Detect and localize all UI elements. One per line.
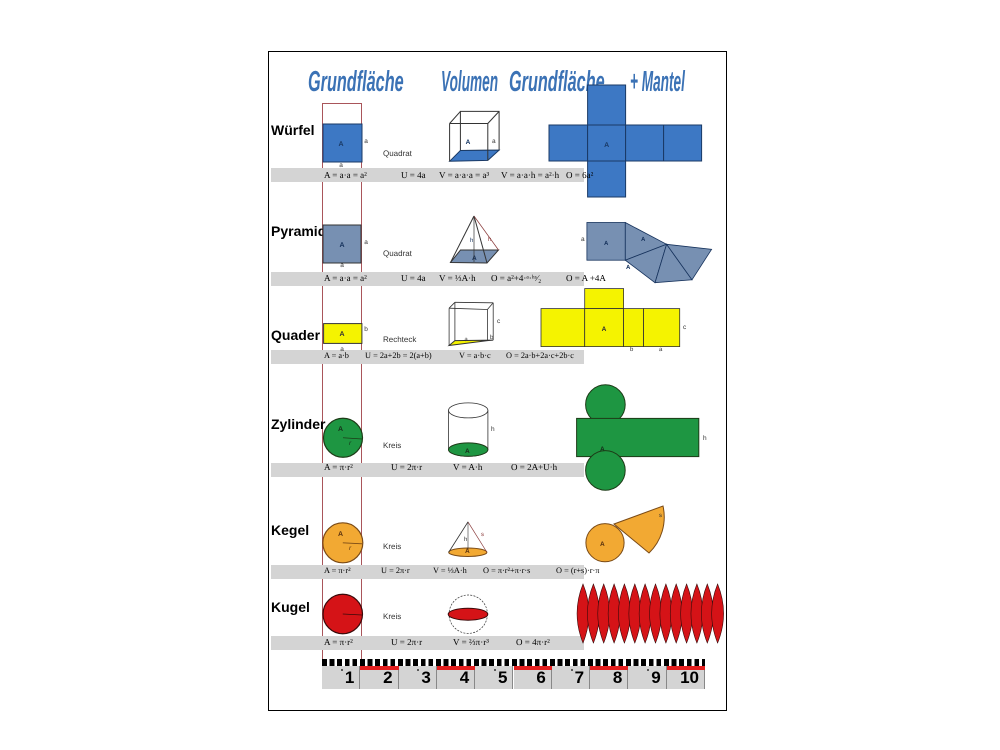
svg-text:A: A — [641, 236, 646, 243]
svg-text:h: h — [464, 536, 467, 543]
svg-text:U = 4a: U = 4a — [401, 170, 426, 180]
svg-text:a: a — [340, 262, 344, 269]
svg-text:A: A — [465, 548, 470, 555]
svg-text:U = 2a+2b = 2(a+b): U = 2a+2b = 2(a+b) — [365, 351, 432, 360]
svg-text:O = 4π·r²: O = 4π·r² — [516, 637, 550, 647]
svg-text:Kreis: Kreis — [383, 441, 401, 450]
svg-text:O = 6a²: O = 6a² — [566, 170, 594, 180]
svg-text:V = ⅓A·h: V = ⅓A·h — [439, 273, 476, 283]
svg-text:A: A — [604, 240, 609, 247]
svg-text:A: A — [626, 264, 631, 271]
svg-text:A: A — [600, 446, 605, 453]
svg-text:O = 2a·b+2a·c+2b·c: O = 2a·b+2a·c+2b·c — [506, 351, 574, 360]
svg-text:V = a·b·c: V = a·b·c — [459, 351, 491, 360]
svg-text:U = 2π·r: U = 2π·r — [391, 462, 422, 472]
svg-text:h: h — [470, 237, 473, 244]
svg-text:V = ⅔π·r³: V = ⅔π·r³ — [453, 637, 489, 647]
svg-text:c: c — [497, 318, 501, 325]
svg-text:A: A — [600, 541, 605, 548]
svg-text:Quadrat: Quadrat — [383, 249, 413, 258]
svg-text:A: A — [602, 326, 607, 333]
svg-text:A = a·b: A = a·b — [324, 351, 349, 360]
svg-text:A = a·a = a²: A = a·a = a² — [324, 273, 367, 283]
svg-text:A: A — [338, 531, 343, 538]
svg-text:O = 2A+U·h: O = 2A+U·h — [511, 462, 558, 472]
svg-text:Quadrat: Quadrat — [383, 149, 413, 158]
svg-text:c: c — [683, 324, 687, 331]
svg-text:Kreis: Kreis — [383, 542, 401, 551]
svg-text:a: a — [364, 138, 368, 145]
svg-text:s: s — [481, 532, 484, 538]
svg-text:h: h — [703, 435, 707, 442]
svg-text:b: b — [630, 346, 634, 353]
svg-text:Kreis: Kreis — [383, 612, 401, 621]
svg-text:A: A — [604, 142, 609, 149]
svg-text:V = ⅓A·h: V = ⅓A·h — [433, 566, 468, 575]
svg-text:b: b — [364, 326, 368, 333]
svg-text:Rechteck: Rechteck — [383, 335, 417, 344]
svg-text:A: A — [472, 255, 477, 262]
svg-text:A = π·r²: A = π·r² — [324, 566, 351, 575]
svg-text:h: h — [491, 426, 495, 433]
svg-text:A: A — [338, 426, 343, 433]
svg-text:a: a — [492, 138, 496, 145]
svg-text:O = a²+4·ᵃ·ʰˢ⁄₂: O = a²+4·ᵃ·ʰˢ⁄₂ — [491, 273, 541, 283]
svg-text:A: A — [338, 141, 343, 148]
svg-text:a: a — [659, 347, 663, 353]
svg-text:V = A·h: V = A·h — [453, 462, 483, 472]
svg-text:a: a — [581, 236, 585, 243]
svg-text:a: a — [364, 239, 368, 246]
svg-text:A: A — [339, 331, 344, 338]
svg-text:h: h — [488, 236, 491, 243]
svg-text:V = a·a·a = a³: V = a·a·a = a³ — [439, 170, 489, 180]
svg-text:A = π·r²: A = π·r² — [324, 637, 353, 647]
svg-text:U = 2π·r: U = 2π·r — [391, 637, 422, 647]
svg-text:O = (r+s)·r·π: O = (r+s)·r·π — [556, 566, 600, 575]
svg-text:a: a — [339, 162, 343, 169]
svg-text:O = A +4A: O = A +4A — [566, 273, 606, 283]
svg-text:s: s — [659, 513, 662, 519]
svg-text:A = a·a = a²: A = a·a = a² — [324, 170, 367, 180]
svg-text:V = a·a·h = a²·h: V = a·a·h = a²·h — [501, 170, 560, 180]
svg-text:A = π·r²: A = π·r² — [324, 462, 353, 472]
svg-text:A: A — [466, 139, 471, 146]
svg-text:U = 4a: U = 4a — [401, 273, 426, 283]
svg-text:A: A — [465, 448, 470, 455]
svg-text:U = 2π·r: U = 2π·r — [381, 566, 410, 575]
svg-text:O = π·r²+π·r·s: O = π·r²+π·r·s — [483, 566, 530, 575]
svg-text:A: A — [339, 242, 344, 249]
